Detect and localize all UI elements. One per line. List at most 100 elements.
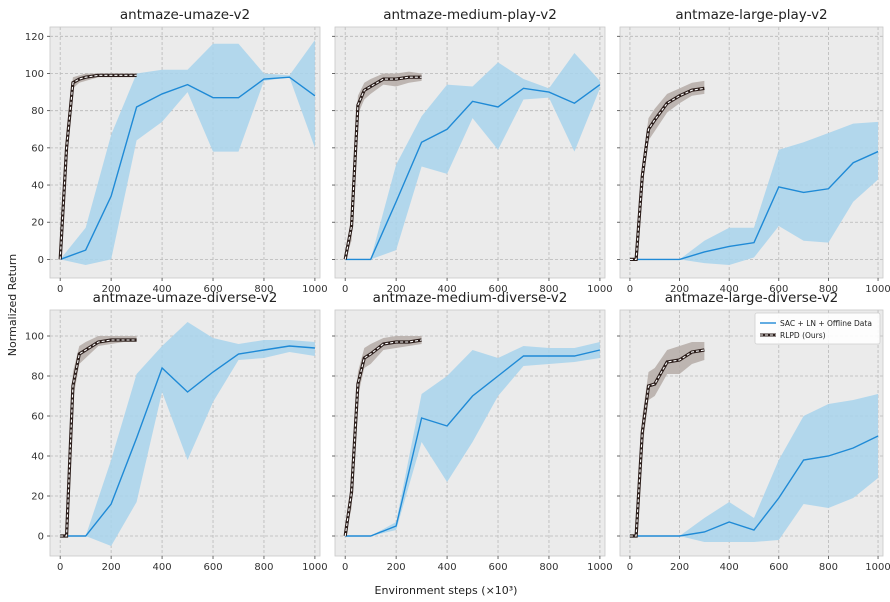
x-tick-label: 0 [342, 284, 348, 295]
x-tick-label: 200 [102, 562, 121, 573]
y-tick-label: 60 [31, 143, 44, 154]
legend-label: SAC + LN + Offline Data [780, 319, 872, 328]
x-tick-label: 0 [627, 284, 633, 295]
x-tick-label: 200 [670, 284, 689, 295]
sac-confidence-band [345, 342, 600, 536]
y-tick-label: 40 [31, 452, 44, 463]
rlpd-series-dash [629, 349, 705, 537]
rlpd-series-dash [59, 74, 137, 260]
panel-3: 0 200 400 600 800 1000 antmaze-large-play-v2 [617, 7, 890, 295]
sac-series-line [629, 150, 879, 261]
legend-label: RLPD (Ours) [780, 331, 826, 340]
panel-frame [334, 26, 606, 279]
rlpd-series-line [343, 75, 422, 260]
x-axis-label: Environment steps (×10³) [375, 584, 518, 597]
panel-frame [334, 309, 606, 557]
y-tick-label: 20 [31, 218, 44, 229]
panel-5: 0 200 400 600 800 1000 antmaze-medium-diverse-… [332, 290, 613, 573]
x-tick-label: 600 [769, 284, 788, 295]
plot-area [335, 27, 605, 278]
plot-content [60, 322, 315, 546]
x-tick-label: 600 [769, 562, 788, 573]
sac-series-line [629, 435, 879, 537]
x-tick-label: 600 [488, 562, 507, 573]
y-tick-label: 80 [31, 106, 44, 117]
x-tick-label: 400 [720, 284, 739, 295]
x-tick-label: 400 [720, 562, 739, 573]
x-tick-label: 800 [539, 562, 558, 573]
x-tick-label: 200 [670, 562, 689, 573]
x-tick-label: 600 [488, 284, 507, 295]
panel-2: 0 200 400 600 800 1000 antmaze-medium-play-v2 [332, 7, 613, 295]
x-tick-label: 800 [254, 562, 273, 573]
y-tick-label: 0 [38, 532, 44, 543]
y-tick-label: 60 [31, 412, 44, 423]
sac-confidence-band [629, 394, 879, 542]
rlpd-series-dash [344, 339, 422, 537]
y-tick-label: 20 [31, 492, 44, 503]
panel-title: antmaze-large-play-v2 [675, 7, 827, 23]
panel-title: antmaze-medium-diverse-v2 [373, 290, 568, 306]
panel-title: antmaze-umaze-v2 [120, 7, 250, 23]
x-tick-label: 200 [387, 284, 406, 295]
sac-confidence-band [60, 40, 315, 265]
x-tick-label: 400 [153, 284, 172, 295]
x-tick-label: 0 [627, 562, 633, 573]
x-tick-label: 0 [57, 284, 63, 295]
plot-content [343, 336, 601, 537]
panel-frame [619, 309, 884, 557]
x-tick-label: 800 [819, 562, 838, 573]
sac-confidence-band [345, 53, 600, 260]
y-tick-label: 80 [31, 372, 44, 383]
y-tick-label: 100 [25, 332, 44, 343]
x-tick-label: 800 [819, 284, 838, 295]
sac-series-line [59, 76, 316, 261]
panel-frame [49, 309, 321, 557]
y-axis-label: Normalized Return [6, 254, 19, 356]
x-tick-label: 1000 [302, 284, 327, 295]
x-tick-label: 400 [438, 562, 457, 573]
x-tick-label: 1000 [302, 562, 327, 573]
rlpd-series-dash [60, 339, 137, 537]
x-tick-label: 1000 [587, 562, 612, 573]
rlpd-series-dash [629, 87, 705, 260]
x-tick-label: 0 [57, 562, 63, 573]
panel-frame [619, 26, 884, 279]
y-tick-label: 120 [25, 32, 44, 43]
x-tick-label: 200 [387, 562, 406, 573]
x-tick-label: 400 [438, 284, 457, 295]
x-tick-label: 0 [342, 562, 348, 573]
plot-content [343, 53, 601, 261]
plot-content [629, 80, 879, 265]
x-tick-label: 600 [203, 284, 222, 295]
sac-series-line [345, 84, 601, 261]
x-tick-label: 1000 [865, 284, 890, 295]
panel-title: antmaze-umaze-diverse-v2 [93, 290, 278, 306]
sac-series-line [60, 345, 315, 537]
y-tick-label: 100 [25, 69, 44, 80]
y-tick-label: 0 [38, 255, 44, 266]
x-tick-label: 600 [203, 562, 222, 573]
panel-title: antmaze-large-diverse-v2 [665, 290, 838, 306]
panel-1: 0 20 40 60 80 100 120 0 200 400 600 800 1000 antmaze-… [25, 7, 328, 295]
legend: SAC + LN + Offline Data RLPD (Ours) [754, 312, 881, 345]
sac-series-line [345, 349, 601, 537]
x-tick-label: 200 [102, 284, 121, 295]
x-tick-label: 1000 [865, 562, 890, 573]
rlpd-confidence-band [629, 80, 705, 260]
panel-frame [49, 26, 321, 279]
sac-confidence-band [629, 121, 879, 265]
x-tick-label: 400 [153, 562, 172, 573]
panel-title: antmaze-medium-play-v2 [383, 7, 557, 23]
x-tick-label: 1000 [587, 284, 612, 295]
x-tick-label: 800 [539, 284, 558, 295]
y-tick-label: 40 [31, 181, 44, 192]
legend-box [754, 312, 881, 345]
x-tick-label: 800 [254, 284, 273, 295]
sac-confidence-band [60, 322, 315, 546]
plot-content [629, 342, 879, 542]
plot-content [58, 40, 316, 265]
panel-6: 0 200 400 600 800 1000 antmaze-large-diverse-v… [617, 290, 890, 573]
